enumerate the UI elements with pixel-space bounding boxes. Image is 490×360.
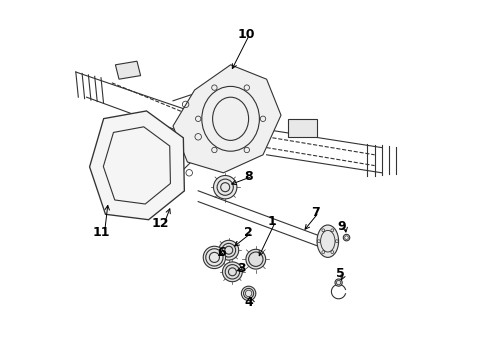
Text: 4: 4 — [244, 296, 253, 309]
Text: 3: 3 — [237, 262, 245, 275]
Polygon shape — [116, 61, 141, 79]
Text: 1: 1 — [268, 215, 276, 228]
Text: 6: 6 — [217, 246, 226, 258]
Text: 5: 5 — [336, 267, 345, 280]
Ellipse shape — [317, 225, 339, 257]
Text: 11: 11 — [92, 226, 110, 239]
Ellipse shape — [242, 286, 256, 301]
Ellipse shape — [246, 249, 266, 269]
Text: 12: 12 — [151, 217, 169, 230]
Polygon shape — [173, 65, 281, 173]
Polygon shape — [90, 111, 184, 220]
Text: 7: 7 — [311, 206, 319, 219]
Ellipse shape — [219, 240, 239, 260]
Ellipse shape — [214, 176, 237, 199]
Ellipse shape — [335, 279, 342, 286]
Text: 2: 2 — [244, 226, 253, 239]
Polygon shape — [288, 119, 317, 137]
Ellipse shape — [203, 246, 225, 269]
Text: 10: 10 — [237, 28, 255, 41]
Text: 8: 8 — [245, 170, 253, 183]
Ellipse shape — [222, 262, 242, 282]
Text: 9: 9 — [337, 220, 346, 233]
